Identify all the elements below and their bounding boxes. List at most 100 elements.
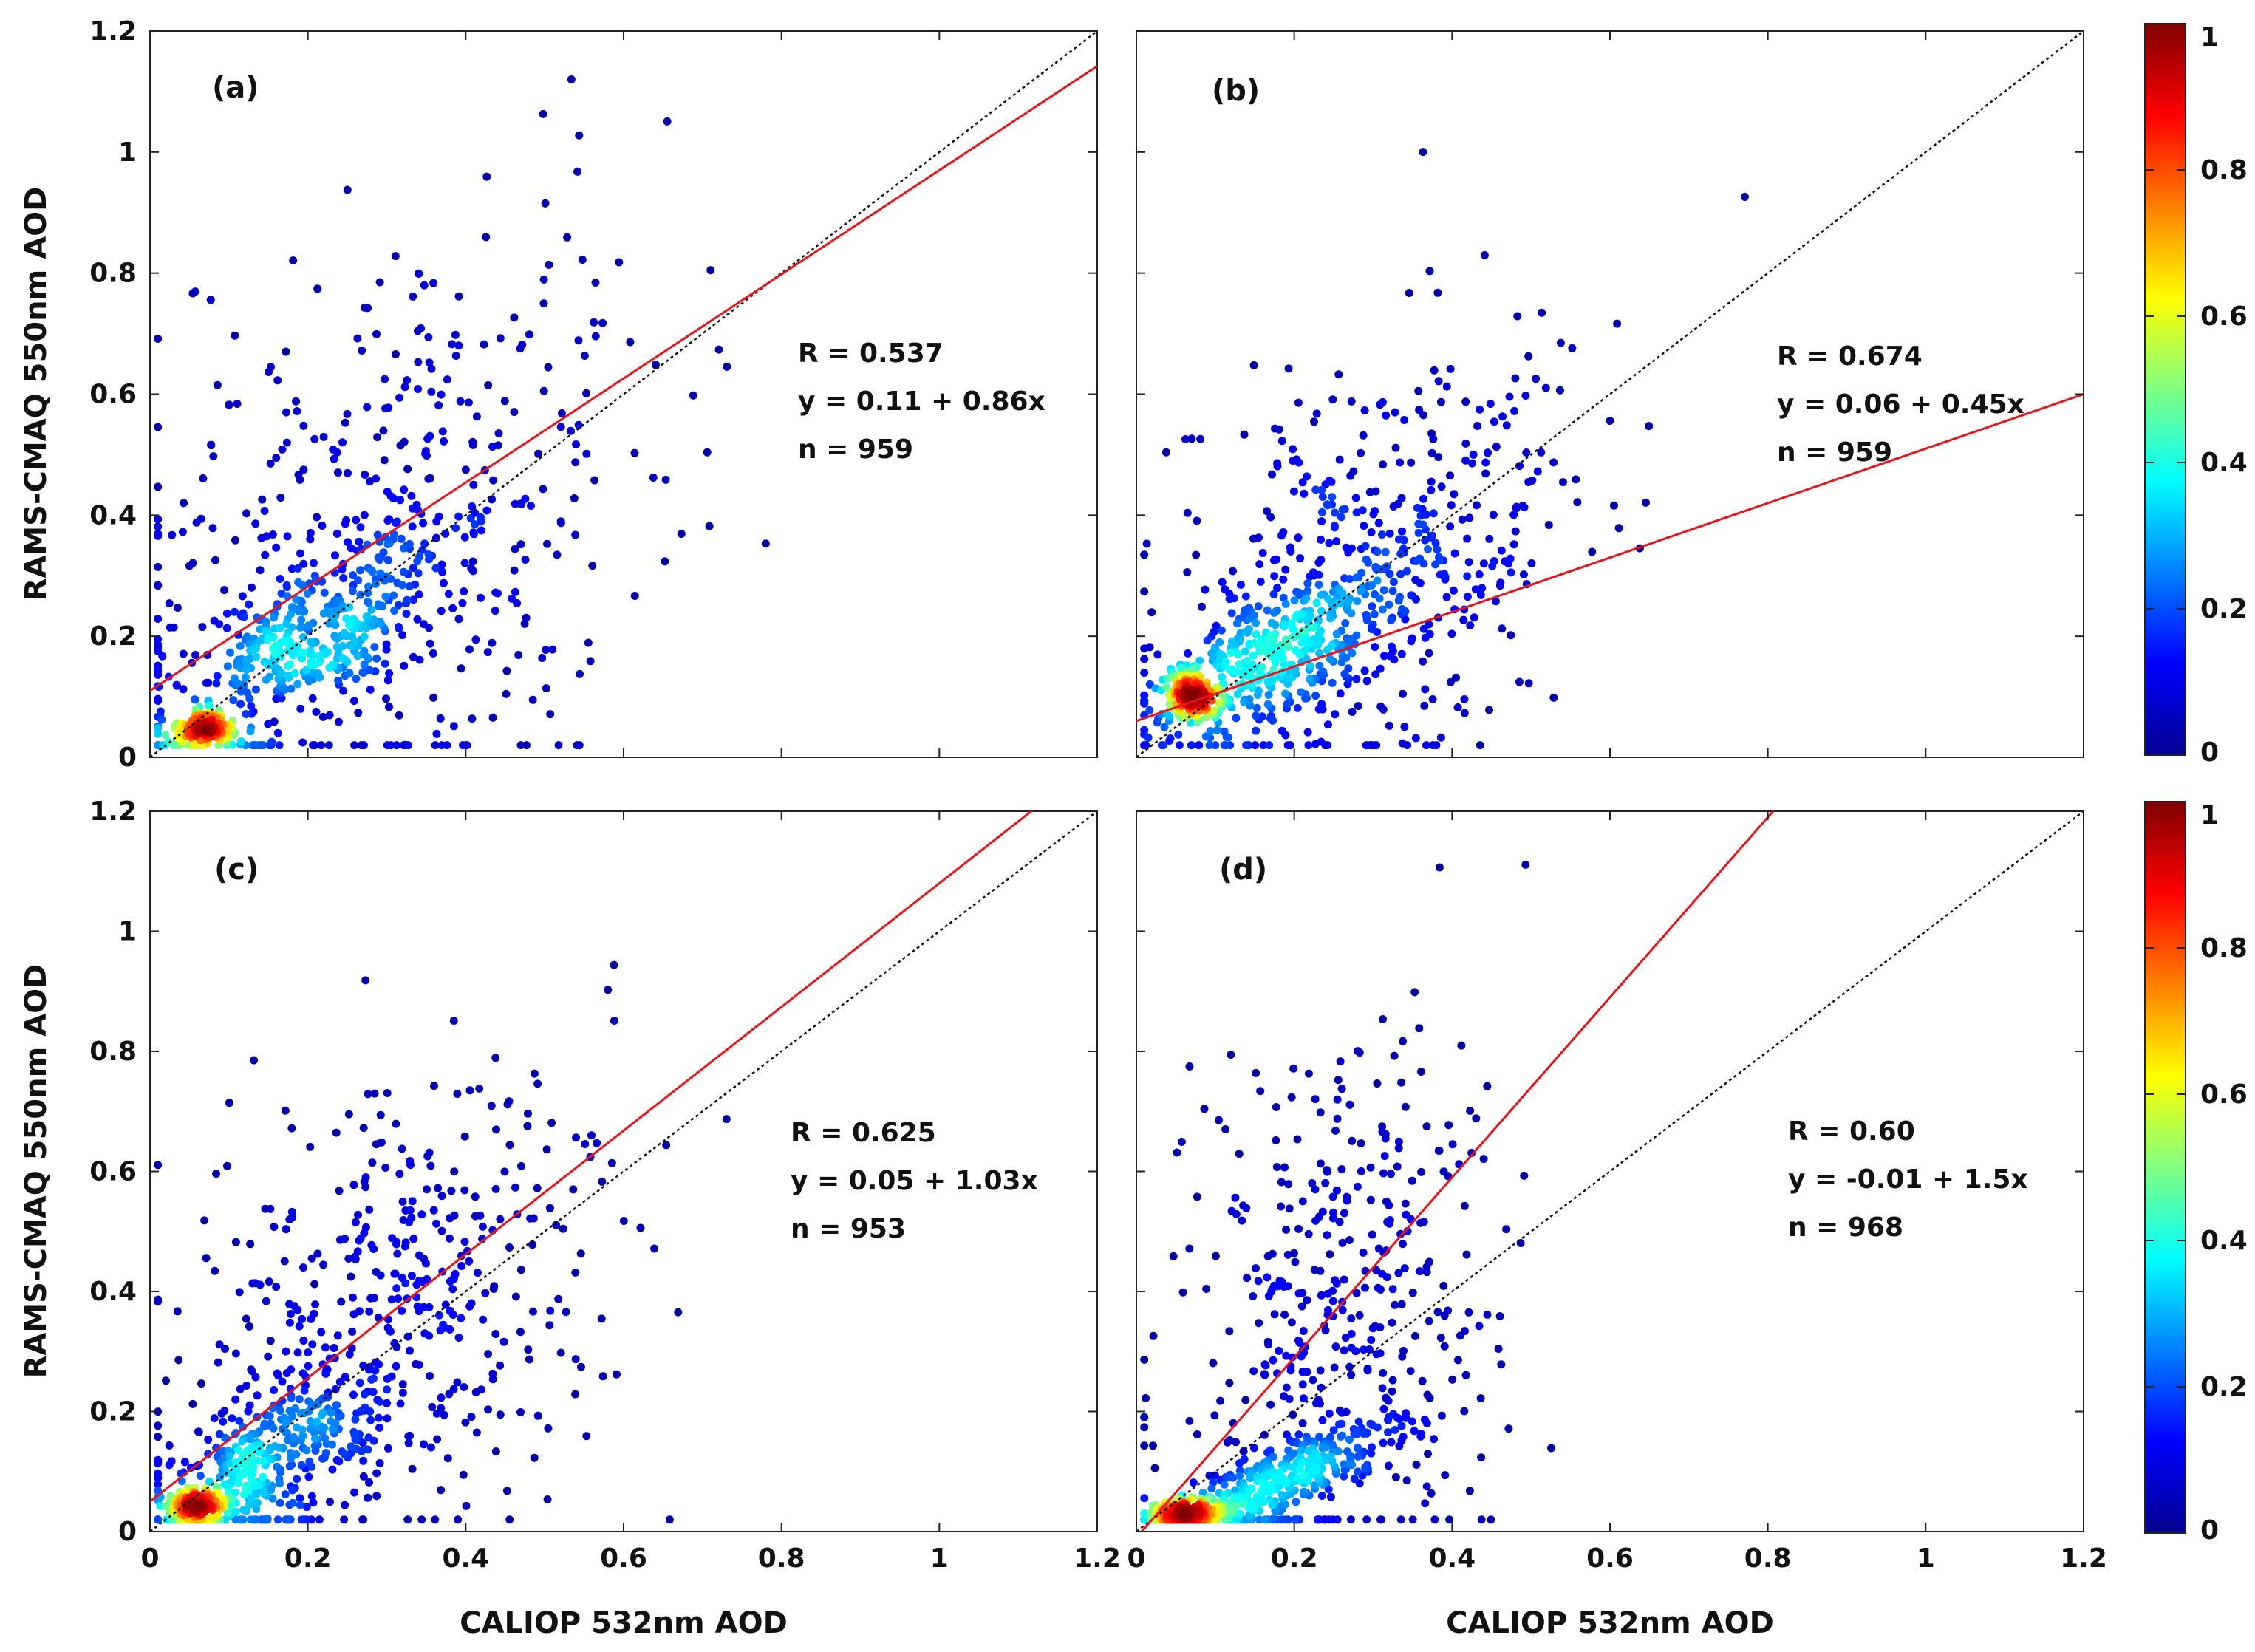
panel-b-point: [1414, 528, 1423, 537]
panel-a-point: [408, 504, 417, 513]
panel-c-ytick-label: 0.2: [89, 1397, 137, 1427]
panel-a-point: [494, 429, 503, 437]
panel-a-point: [293, 680, 302, 689]
panel-b-point: [1606, 417, 1614, 425]
panel-c-point: [231, 1349, 240, 1358]
panel-a-point: [432, 729, 441, 738]
panel-a-point: [284, 671, 293, 680]
panel-d-point: [1200, 1105, 1209, 1113]
panel-a-point: [191, 651, 199, 659]
panel-c-point: [348, 1327, 357, 1336]
panel-d-point: [1307, 1453, 1316, 1462]
panel-c-point: [288, 1486, 297, 1495]
panel-c-point: [463, 1246, 472, 1255]
panel-b: (b) R = 0.674 y = 0.06 + 0.45x n = 959: [1136, 30, 2084, 758]
panel-a-point: [391, 252, 400, 261]
panel-c-point: [545, 1204, 554, 1212]
panel-b-point: [1354, 702, 1362, 711]
panel-d-point: [1476, 1394, 1485, 1403]
panel-c-point: [450, 1167, 459, 1176]
panel-d-point: [1408, 1289, 1417, 1297]
panel-d-point: [1291, 1257, 1300, 1266]
panel-d-point: [1347, 1330, 1356, 1338]
panel-a-point: [468, 440, 477, 449]
panel-c-point: [282, 1515, 290, 1524]
colorbar-bottom-tick-label: 0.6: [2200, 1079, 2248, 1110]
panel-d-point: [1466, 1106, 1475, 1115]
panel-a-point: [375, 278, 384, 287]
panel-a-point: [496, 334, 505, 343]
panel-a-point: [409, 652, 417, 661]
panel-d-point: [1317, 1492, 1326, 1500]
panel-a-point: [364, 582, 372, 591]
panel-d-point: [1173, 1148, 1181, 1157]
panel-b-point: [1205, 741, 1214, 750]
panel-a-point: [236, 687, 245, 696]
panel-a-point: [353, 652, 362, 661]
panel-a-point: [294, 471, 303, 479]
panel-a-point: [348, 587, 357, 595]
panel-b-point: [1334, 370, 1343, 379]
panel-a-point: [256, 636, 265, 645]
panel-b-point: [1229, 594, 1238, 603]
panel-b-point: [1193, 516, 1201, 525]
panel-d-point: [1391, 1300, 1399, 1309]
panel-a-point: [369, 615, 378, 624]
panel-d-point: [1326, 1492, 1335, 1501]
panel-b-point: [1270, 572, 1279, 581]
panel-c-point: [429, 1206, 438, 1215]
panel-d-point: [1295, 1338, 1304, 1347]
panel-a-point: [488, 638, 497, 647]
panel-b-point: [1364, 558, 1373, 567]
panel-a-point: [245, 600, 253, 609]
panel-a-point: [330, 454, 338, 463]
panel-d-point: [1419, 1218, 1428, 1226]
panel-c-point: [299, 1408, 307, 1417]
panel-c-point: [214, 1511, 222, 1520]
panel-b-point: [1140, 726, 1149, 734]
panel-a-point: [211, 556, 219, 564]
panel-d-point: [1225, 1327, 1234, 1336]
panel-d-point: [1337, 1165, 1346, 1173]
panel-a-point: [403, 465, 412, 474]
panel-b-point: [1251, 741, 1260, 750]
panel-a-point: [278, 445, 287, 454]
panel-b-point: [1397, 494, 1406, 502]
panel-a-point: [407, 491, 416, 500]
panel-c-point: [459, 1470, 468, 1479]
panel-a-point: [439, 578, 448, 587]
panel-b-point: [1405, 289, 1413, 297]
panel-c-point: [243, 1482, 252, 1491]
panel-d-point: [1494, 1345, 1503, 1353]
panel-c-point: [313, 1417, 321, 1426]
panel-c-point: [304, 1472, 313, 1481]
panel-d-point: [1245, 1487, 1254, 1496]
panel-c-point: [231, 1395, 240, 1404]
panel-b-point: [1348, 544, 1356, 553]
panel-d-point: [1263, 1273, 1272, 1282]
panel-c-point: [293, 1305, 302, 1314]
panel-c-point: [302, 1503, 311, 1512]
panel-c-point: [375, 1423, 383, 1432]
panel-a-point: [380, 576, 389, 585]
panel-c-point: [372, 1469, 381, 1478]
panel-c-point: [327, 1417, 335, 1425]
panel-b-point: [1175, 741, 1184, 750]
panel-d-point: [1140, 1413, 1149, 1421]
panel-d-point: [1221, 1125, 1230, 1133]
panel-b-point: [1394, 596, 1403, 605]
panel-b-point: [1485, 534, 1494, 543]
panel-b-point: [1380, 652, 1388, 661]
panel-c-point: [259, 1472, 267, 1481]
panel-c-point: [406, 1346, 414, 1355]
panel-b-point: [1447, 629, 1456, 638]
panel-a-point: [353, 334, 362, 343]
panel-b-point: [1279, 654, 1287, 663]
panel-a-point: [383, 556, 392, 564]
panel-a-point: [154, 482, 163, 491]
panel-a-point: [488, 443, 497, 451]
panel-b-point: [1411, 576, 1420, 584]
panel-d-point: [1397, 1300, 1406, 1308]
panel-c-point: [317, 1328, 326, 1337]
panel-b-n: n = 959: [1777, 437, 1892, 468]
